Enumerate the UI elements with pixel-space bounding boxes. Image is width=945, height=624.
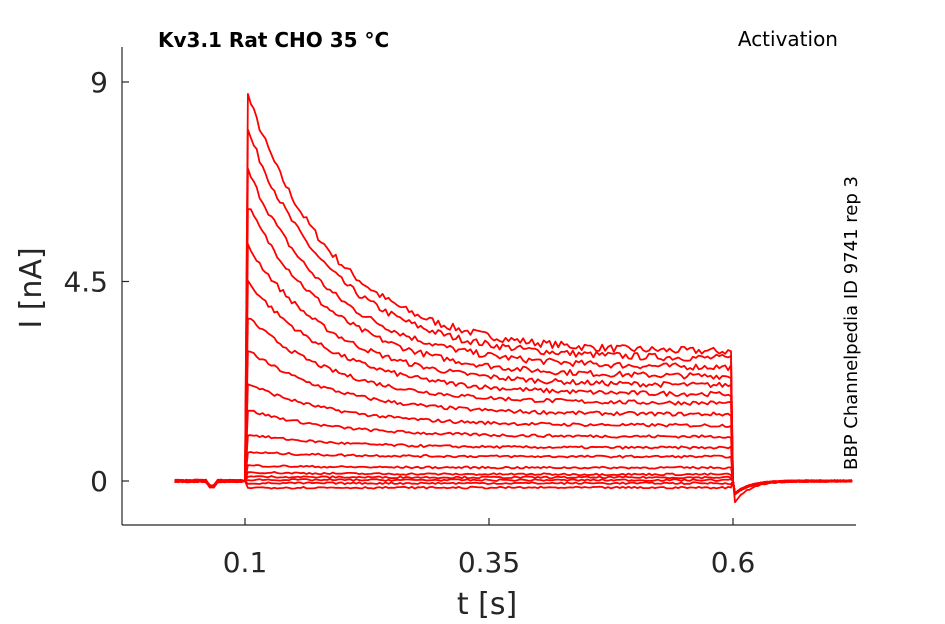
chart-title: Kv3.1 Rat CHO 35 °C [158,28,389,52]
traces [174,93,853,504]
y-tick-label: 9 [90,66,108,99]
current-trace [174,279,853,495]
current-trace [174,208,853,495]
y-axis-label: I [nA] [14,247,49,328]
y-ticks: 04.59 [63,66,129,498]
current-trace [174,93,853,504]
source-label: BBP Channelpedia ID 9741 rep 3 [841,176,862,470]
current-trace [174,167,853,494]
y-tick-label: 4.5 [63,266,108,299]
x-tick-label: 0.6 [711,546,756,579]
activation-label: Activation [738,27,838,51]
x-ticks: 0.1 0.35 0.6 [223,518,756,579]
x-tick-label: 0.1 [223,546,268,579]
current-trace [174,479,853,496]
plot-area: 0.1 0.35 0.6 04.59 [63,47,856,579]
x-axis-label: t [s] [457,587,517,622]
x-tick-label: 0.35 [458,546,520,579]
y-tick-label: 0 [90,465,108,498]
